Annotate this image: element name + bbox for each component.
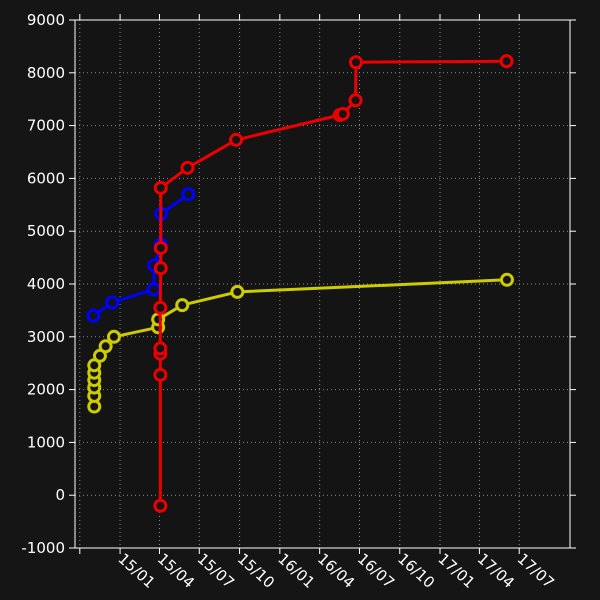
data-point — [348, 93, 363, 108]
data-point — [348, 55, 363, 70]
data-point — [499, 272, 514, 287]
y-tick-label: 4000 — [27, 275, 65, 293]
data-point — [175, 298, 190, 313]
y-tick-label: 5000 — [27, 222, 65, 240]
x-tick-label: 16/07 — [354, 550, 398, 592]
data-point — [229, 132, 244, 147]
data-point — [499, 54, 514, 69]
data-point — [105, 295, 120, 310]
x-tick-label: 17/01 — [434, 550, 478, 592]
series-2 — [153, 54, 514, 513]
grid-lines — [75, 20, 570, 548]
x-tick-label: 15/10 — [234, 550, 278, 592]
data-point — [86, 308, 101, 323]
y-tick-label: 3000 — [27, 328, 65, 346]
data-point — [153, 498, 168, 513]
data-point — [153, 261, 168, 276]
data-point — [153, 241, 168, 256]
y-tick-label: 7000 — [27, 117, 65, 135]
y-tick-label: 8000 — [27, 64, 65, 82]
data-point — [230, 284, 245, 299]
y-tick-label: 9000 — [27, 11, 65, 29]
data-point — [151, 312, 166, 327]
data-point — [181, 187, 196, 202]
data-point — [146, 282, 161, 297]
x-tick-label: 16/01 — [274, 550, 318, 592]
data-point — [106, 329, 121, 344]
data-point — [180, 160, 195, 175]
data-point — [98, 339, 113, 354]
y-tick-label: 1000 — [27, 433, 65, 451]
x-tick-label: 15/01 — [114, 550, 158, 592]
data-point — [153, 300, 168, 315]
y-tick-label: 0 — [55, 486, 65, 504]
axes — [69, 14, 576, 554]
data-point — [153, 180, 168, 195]
data-point — [153, 367, 168, 382]
data-point — [153, 341, 168, 356]
y-tick-label: 2000 — [27, 381, 65, 399]
plot-frame — [74, 19, 571, 549]
x-tick-label: 15/04 — [154, 550, 198, 592]
y-tick-label: 6000 — [27, 169, 65, 187]
x-tick-label: 17/04 — [474, 550, 518, 592]
y-tick-label: -1000 — [21, 539, 65, 557]
x-tick-label: 16/04 — [314, 550, 358, 592]
data-point — [335, 106, 350, 121]
x-tick-label: 15/07 — [194, 550, 238, 592]
x-tick-label: 16/10 — [394, 550, 438, 592]
data-series — [86, 54, 514, 513]
x-tick-label: 17/07 — [514, 550, 558, 592]
